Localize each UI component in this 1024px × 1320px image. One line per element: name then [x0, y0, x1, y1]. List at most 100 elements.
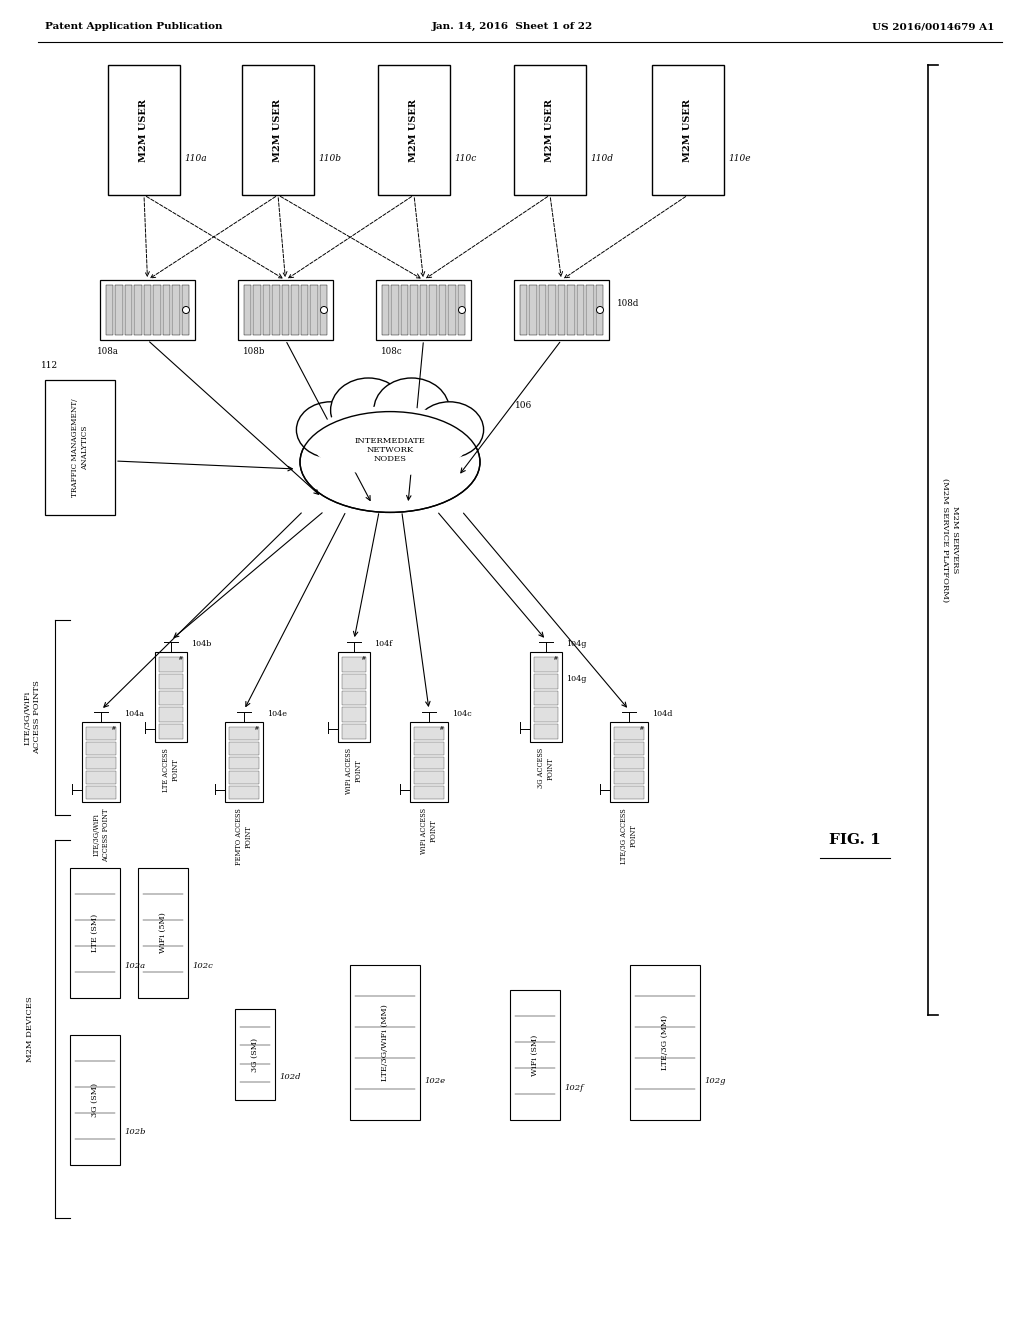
- Text: 110e: 110e: [728, 154, 751, 164]
- Text: 108d: 108d: [617, 300, 639, 309]
- Text: M2M SERVERS
(M2M SERVICE PLATFORM): M2M SERVERS (M2M SERVICE PLATFORM): [941, 478, 959, 602]
- Text: 104g: 104g: [566, 675, 587, 682]
- Bar: [159, 725, 183, 739]
- Text: 102b: 102b: [124, 1129, 145, 1137]
- Bar: [229, 787, 259, 799]
- Text: 102f: 102f: [564, 1084, 584, 1092]
- Text: #: #: [179, 656, 183, 661]
- Text: #: #: [440, 726, 443, 731]
- Text: 106: 106: [515, 401, 532, 411]
- Bar: [614, 771, 644, 784]
- Bar: [534, 725, 558, 739]
- Bar: [378, 65, 450, 195]
- Text: 108c: 108c: [381, 347, 402, 356]
- Ellipse shape: [311, 407, 469, 477]
- Circle shape: [321, 306, 328, 313]
- Bar: [411, 285, 418, 335]
- Bar: [391, 285, 399, 335]
- Bar: [630, 965, 700, 1119]
- Text: M2M USER: M2M USER: [546, 99, 555, 161]
- Text: TRAFFIC MANAGEMENT/
ANALYTICS: TRAFFIC MANAGEMENT/ ANALYTICS: [72, 399, 89, 496]
- Bar: [539, 285, 547, 335]
- Text: 104b: 104b: [191, 640, 211, 648]
- Ellipse shape: [374, 378, 450, 442]
- Text: M2M USER: M2M USER: [273, 99, 283, 161]
- Text: 104d: 104d: [652, 710, 673, 718]
- Text: #: #: [362, 656, 366, 661]
- Bar: [86, 771, 116, 784]
- Bar: [229, 742, 259, 755]
- Bar: [70, 869, 120, 998]
- Text: INTERMEDIATE
NETWORK
NODES: INTERMEDIATE NETWORK NODES: [354, 437, 425, 463]
- Bar: [534, 673, 558, 689]
- Text: 3G (SM): 3G (SM): [91, 1082, 99, 1117]
- Bar: [534, 690, 558, 705]
- Text: 104f: 104f: [374, 640, 392, 648]
- Bar: [414, 727, 444, 739]
- Bar: [534, 657, 558, 672]
- Bar: [534, 708, 558, 722]
- Bar: [610, 722, 648, 803]
- Bar: [548, 285, 556, 335]
- Text: 102c: 102c: [193, 961, 213, 969]
- Bar: [242, 65, 314, 195]
- Bar: [172, 285, 179, 335]
- Text: 102d: 102d: [279, 1073, 300, 1081]
- Text: 3G (SM): 3G (SM): [251, 1038, 259, 1072]
- Text: 102e: 102e: [424, 1077, 445, 1085]
- Bar: [155, 652, 187, 742]
- Bar: [138, 869, 188, 998]
- Bar: [181, 285, 189, 335]
- Circle shape: [182, 306, 189, 313]
- Bar: [530, 652, 562, 742]
- Text: 104g: 104g: [566, 640, 587, 648]
- Bar: [400, 285, 409, 335]
- Bar: [558, 285, 565, 335]
- Bar: [614, 756, 644, 770]
- Bar: [225, 722, 263, 803]
- Bar: [234, 1008, 275, 1100]
- Bar: [342, 708, 366, 722]
- Bar: [100, 280, 195, 341]
- Bar: [159, 657, 183, 672]
- Bar: [586, 285, 594, 335]
- Text: 3G ACCESS
POINT: 3G ACCESS POINT: [538, 748, 555, 788]
- Text: 104a: 104a: [124, 710, 144, 718]
- Text: #: #: [255, 726, 259, 731]
- Bar: [163, 285, 170, 335]
- Bar: [376, 280, 471, 341]
- Bar: [143, 285, 152, 335]
- Bar: [116, 285, 123, 335]
- Bar: [319, 285, 327, 335]
- Bar: [86, 787, 116, 799]
- Ellipse shape: [331, 378, 407, 442]
- Bar: [449, 285, 456, 335]
- Bar: [106, 285, 114, 335]
- Text: M2M USER: M2M USER: [683, 99, 692, 161]
- Text: M2M DEVICES: M2M DEVICES: [26, 997, 34, 1061]
- Text: #: #: [640, 726, 644, 731]
- Text: FEMTO ACCESS
POINT: FEMTO ACCESS POINT: [236, 808, 253, 865]
- Bar: [342, 725, 366, 739]
- Text: 108b: 108b: [243, 347, 265, 356]
- Bar: [229, 727, 259, 739]
- Bar: [310, 285, 317, 335]
- Text: Patent Application Publication: Patent Application Publication: [45, 22, 222, 30]
- Bar: [291, 285, 299, 335]
- Bar: [244, 285, 252, 335]
- Text: 110b: 110b: [318, 154, 341, 164]
- Text: LTE/3G ACCESS
POINT: LTE/3G ACCESS POINT: [621, 808, 638, 863]
- Bar: [338, 652, 370, 742]
- Text: WiFi (5M): WiFi (5M): [159, 912, 167, 953]
- Bar: [510, 990, 560, 1119]
- Bar: [82, 722, 120, 803]
- Bar: [159, 673, 183, 689]
- Bar: [229, 771, 259, 784]
- Text: M2M USER: M2M USER: [139, 99, 148, 161]
- Bar: [414, 771, 444, 784]
- Bar: [154, 285, 161, 335]
- Text: 102a: 102a: [124, 961, 145, 969]
- Bar: [414, 742, 444, 755]
- Bar: [614, 742, 644, 755]
- Text: LTE (SM): LTE (SM): [91, 913, 99, 952]
